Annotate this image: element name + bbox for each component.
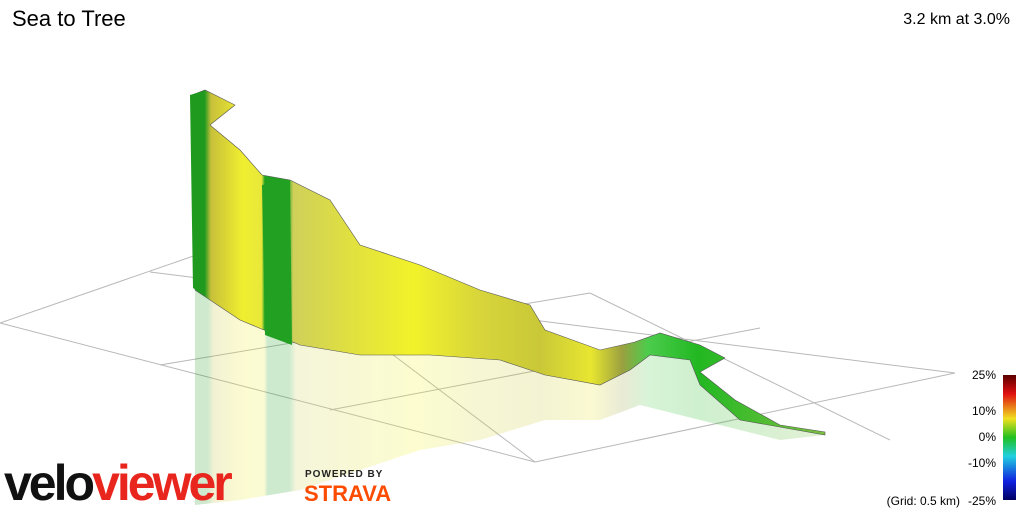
elevation-reflection: [195, 290, 825, 505]
summary: 3.2 km at 3.0%: [903, 11, 1010, 28]
logo-velo: velo: [4, 455, 94, 511]
grid-note: (Grid: 0.5 km): [887, 494, 960, 508]
strava: STRAVA: [304, 481, 391, 506]
logo: veloviewer: [4, 455, 232, 511]
title: Sea to Tree: [12, 6, 126, 31]
logo-viewer: viewer: [92, 455, 232, 511]
elevation-wall: [190, 89, 826, 436]
scale-label: -25%: [968, 494, 996, 508]
color-scale: [1003, 375, 1016, 500]
powered-by: POWERED BY: [305, 469, 383, 480]
scale-label: 0%: [979, 430, 997, 444]
scale-label: -10%: [968, 456, 996, 470]
scale-label: 25%: [972, 368, 996, 382]
scale-label: 10%: [972, 404, 996, 418]
